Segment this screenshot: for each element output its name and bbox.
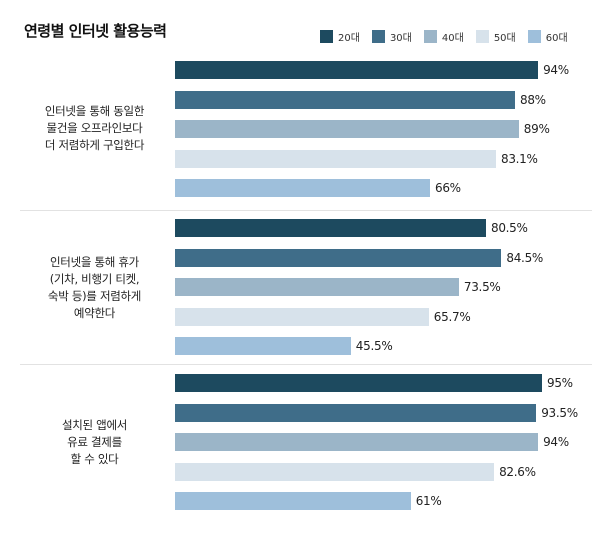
bar-group1-40s (175, 120, 519, 138)
bar-label-group3-40s: 94% (543, 435, 569, 449)
legend-swatch-20s (320, 30, 333, 43)
legend-item-60s: 60대 (527, 29, 568, 44)
bar-group3-30s (175, 404, 537, 422)
legend-swatch-30s (371, 30, 385, 43)
bar-group2-30s (175, 249, 502, 267)
bar-label-group1-20s: 94% (543, 63, 569, 77)
bar-label-group3-50s: 82.6% (499, 465, 536, 479)
bar-label-group1-30s: 88% (520, 93, 546, 107)
legend-item-40s: 40대 (423, 29, 464, 44)
legend-label-20s: 20대 (338, 33, 360, 44)
bar-label-group2-30s: 84.5% (506, 251, 544, 265)
bar-group2-60s (175, 337, 351, 355)
bar-group2-40s (175, 278, 459, 296)
bar-group1-60s (175, 179, 430, 197)
legend-label-60s: 60대 (545, 33, 568, 44)
divider-1 (20, 210, 592, 211)
bar-group3-60s (175, 492, 411, 510)
group-box-app-payment: 설치된 앱에서 유료 결제를 할 수 있다 (24, 372, 165, 513)
bar-group1-30s (175, 91, 515, 109)
bar-label-group3-30s: 93.5% (541, 406, 578, 420)
bar-group2-20s (175, 219, 486, 237)
bar-label-group2-20s: 80.5% (491, 221, 528, 235)
group-box-travel-booking: 인터넷을 통해 휴가 (기차, 비행기 티켓, 숙박 등)를 저렴하게 예약한다 (24, 217, 165, 358)
legend-item-30s: 30대 (371, 29, 412, 44)
bar-label-group3-20s: 95% (547, 376, 573, 390)
legend-label-50s: 50대 (493, 33, 516, 44)
bar-group1-50s (175, 150, 496, 168)
legend: 20대 30대 40대 50대 60대 (320, 29, 568, 44)
legend-swatch-50s (475, 30, 489, 43)
legend-item-50s: 50대 (475, 29, 516, 44)
bar-label-group1-60s: 66% (435, 181, 461, 195)
legend-item-20s: 20대 (320, 29, 360, 44)
bar-group3-20s (175, 374, 542, 392)
group-box-online-purchase: 인터넷을 통해 동일한 물건을 오프라인보다 더 저렴하게 구입한다 (24, 58, 165, 199)
bar-group3-40s (175, 433, 539, 451)
group-label-travel-booking: 인터넷을 통해 휴가 (기차, 비행기 티켓, 숙박 등)를 저렴하게 예약한다 (47, 254, 142, 320)
bar-label-group1-40s: 89% (523, 122, 550, 136)
group-label-app-payment: 설치된 앱에서 유료 결제를 할 수 있다 (61, 418, 128, 466)
legend-label-40s: 40대 (441, 33, 464, 44)
bar-label-group1-50s: 83.1% (501, 152, 538, 166)
chart-title: 연령별 인터넷 활용능력 (24, 22, 167, 40)
bar-label-group2-40s: 73.5% (463, 280, 501, 294)
bar-group2-50s (175, 308, 429, 326)
bar-label-group3-60s: 61% (415, 494, 442, 508)
group-label-online-purchase: 인터넷을 통해 동일한 물건을 오프라인보다 더 저렴하게 구입한다 (44, 104, 145, 152)
bar-label-group2-50s: 65.7% (433, 310, 471, 324)
bar-group1-20s (175, 61, 539, 79)
bar-label-group2-60s: 45.5% (355, 339, 393, 353)
legend-swatch-60s (527, 30, 541, 43)
legend-label-30s: 30대 (389, 33, 412, 44)
bar-group3-50s (175, 463, 495, 481)
divider-2 (20, 364, 592, 365)
legend-swatch-40s (423, 30, 437, 43)
